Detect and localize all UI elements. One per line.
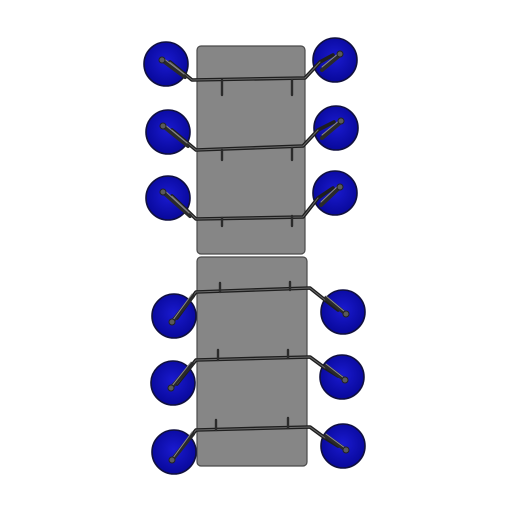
lower-row-2 — [150, 348, 365, 406]
lower-row-3 — [151, 416, 366, 475]
lower-row-1 — [151, 280, 366, 339]
upper-row-3 — [145, 170, 358, 228]
upper-row-2 — [145, 105, 359, 162]
upper-row-1 — [143, 37, 358, 97]
